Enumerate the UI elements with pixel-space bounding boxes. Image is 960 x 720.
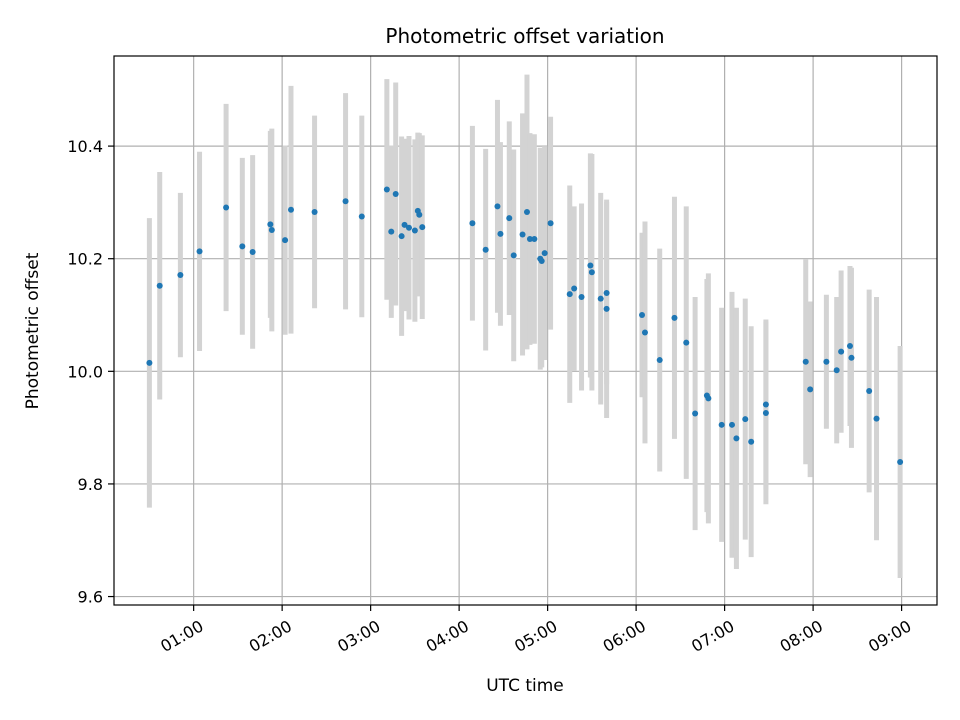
data-point bbox=[762, 409, 769, 416]
data-point bbox=[639, 312, 646, 319]
data-point bbox=[838, 348, 845, 355]
data-point bbox=[523, 208, 530, 215]
data-point bbox=[239, 243, 246, 250]
data-point bbox=[342, 198, 349, 205]
y-tick-label: 9.6 bbox=[78, 588, 103, 607]
data-point bbox=[497, 230, 504, 237]
data-point bbox=[469, 220, 476, 227]
data-point bbox=[742, 416, 749, 423]
data-point bbox=[587, 262, 594, 269]
data-point bbox=[358, 213, 365, 220]
data-point bbox=[506, 215, 513, 222]
data-point bbox=[249, 248, 256, 255]
data-point bbox=[762, 401, 769, 408]
y-tick-label: 10.2 bbox=[67, 250, 103, 269]
data-point bbox=[405, 224, 412, 231]
data-point bbox=[531, 236, 538, 242]
data-point bbox=[692, 410, 699, 417]
data-point bbox=[641, 329, 648, 336]
data-point bbox=[392, 190, 399, 197]
data-point bbox=[748, 438, 755, 445]
point-layer bbox=[146, 186, 904, 465]
data-point bbox=[547, 220, 554, 227]
data-point bbox=[177, 272, 184, 279]
data-point bbox=[519, 231, 526, 238]
data-point bbox=[411, 227, 418, 234]
data-point bbox=[656, 357, 663, 364]
data-point bbox=[603, 290, 610, 297]
data-point bbox=[538, 257, 545, 264]
data-point bbox=[510, 252, 517, 259]
data-point bbox=[196, 248, 203, 255]
data-point bbox=[267, 221, 274, 228]
data-point bbox=[416, 211, 423, 218]
data-point bbox=[398, 233, 405, 240]
data-point bbox=[833, 367, 840, 374]
data-point bbox=[683, 339, 690, 346]
data-point bbox=[571, 285, 578, 292]
data-point bbox=[388, 228, 395, 235]
data-point bbox=[482, 246, 489, 253]
data-point bbox=[866, 388, 873, 395]
data-point bbox=[823, 358, 830, 365]
y-tick-label: 9.8 bbox=[78, 475, 103, 494]
data-point bbox=[603, 305, 610, 312]
data-point bbox=[802, 358, 809, 365]
data-point bbox=[494, 203, 501, 210]
data-point bbox=[848, 354, 855, 361]
y-axis-label: Photometric offset bbox=[23, 252, 43, 409]
data-point bbox=[541, 250, 548, 257]
data-point bbox=[578, 293, 585, 300]
data-point bbox=[223, 204, 230, 211]
data-point bbox=[156, 282, 163, 289]
plot-frame bbox=[113, 55, 938, 606]
x-axis-label: UTC time bbox=[486, 676, 564, 696]
data-point bbox=[846, 342, 853, 349]
data-point bbox=[705, 395, 712, 402]
data-point bbox=[588, 269, 595, 276]
chart-title: Photometric offset variation bbox=[385, 24, 664, 48]
data-point bbox=[526, 236, 533, 242]
data-point bbox=[146, 359, 153, 366]
data-point bbox=[873, 415, 880, 422]
data-point bbox=[401, 221, 408, 228]
data-point bbox=[728, 421, 735, 428]
data-point bbox=[897, 458, 904, 465]
data-point bbox=[287, 206, 294, 213]
data-point bbox=[566, 291, 573, 298]
data-point bbox=[597, 295, 604, 302]
data-point bbox=[419, 224, 426, 231]
y-tick-label: 10.0 bbox=[67, 362, 103, 381]
data-point bbox=[268, 226, 275, 233]
data-point bbox=[282, 237, 289, 244]
data-point bbox=[311, 208, 318, 215]
data-point bbox=[733, 435, 740, 442]
data-point bbox=[383, 186, 390, 193]
y-tick-label: 10.4 bbox=[67, 137, 103, 156]
data-point bbox=[671, 314, 678, 321]
data-point bbox=[718, 421, 725, 428]
data-point bbox=[807, 386, 814, 393]
